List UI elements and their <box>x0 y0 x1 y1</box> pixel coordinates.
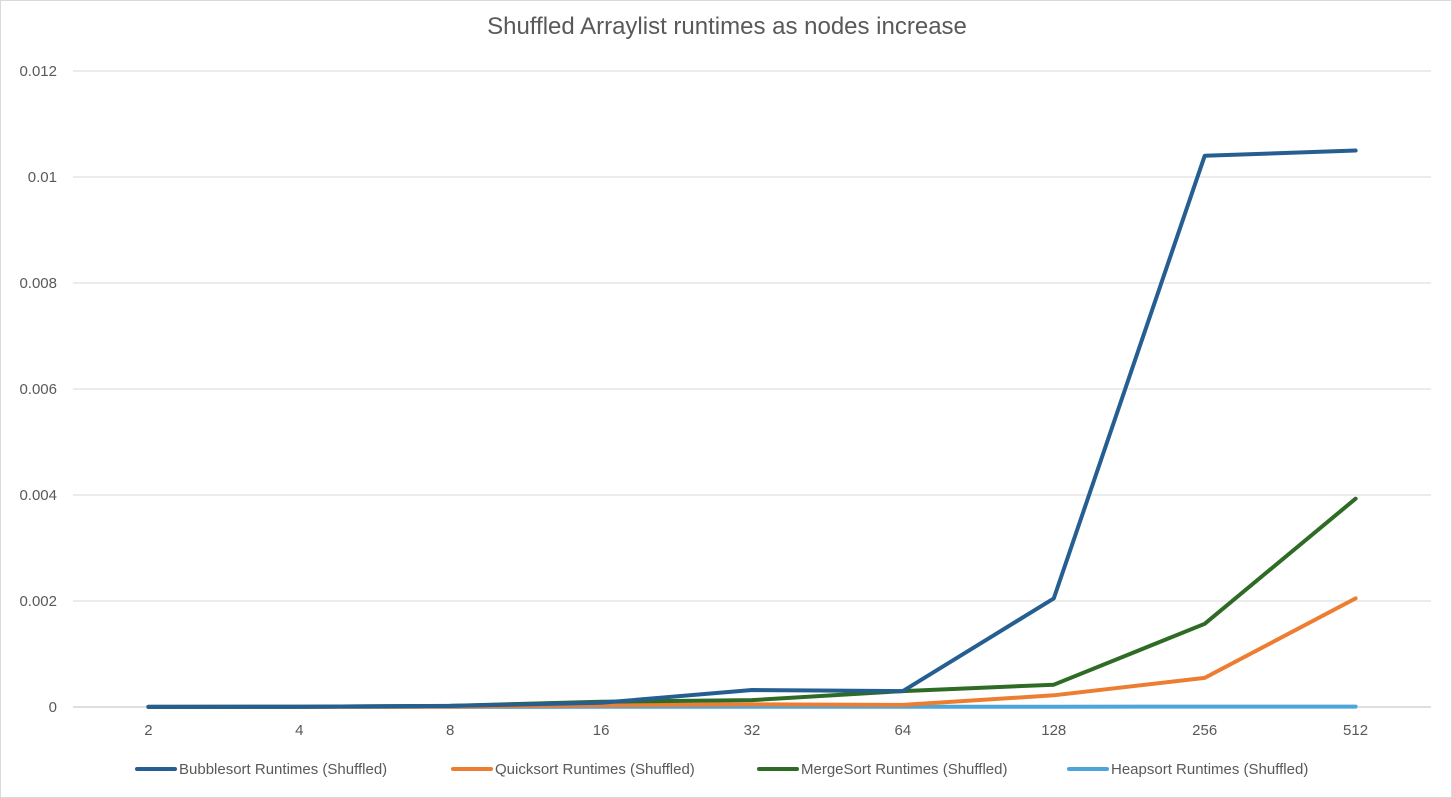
y-tick-label: 0.006 <box>19 381 57 398</box>
y-tick-label: 0.004 <box>19 487 57 504</box>
gridlines <box>73 70 1431 602</box>
x-tick-label: 128 <box>1041 722 1066 739</box>
legend-label: Quicksort Runtimes (Shuffled) <box>495 761 695 778</box>
x-tick-label: 64 <box>895 722 912 739</box>
legend-item: Heapsort Runtimes (Shuffled) <box>1067 761 1308 778</box>
series-line-bubblesort <box>146 148 1358 709</box>
x-tick-label: 32 <box>744 722 761 739</box>
legend-label: MergeSort Runtimes (Shuffled) <box>801 761 1007 778</box>
legend-label: Heapsort Runtimes (Shuffled) <box>1111 761 1308 778</box>
x-tick-label: 8 <box>446 722 454 739</box>
legend-label: Bubblesort Runtimes (Shuffled) <box>179 761 387 778</box>
legend: Bubblesort Runtimes (Shuffled) Quicksort … <box>135 761 1308 778</box>
series-lines <box>146 148 1358 709</box>
x-tick-label: 4 <box>295 722 303 739</box>
legend-item: MergeSort Runtimes (Shuffled) <box>757 761 1007 778</box>
y-tick-label: 0.008 <box>19 275 57 292</box>
chart-title: Shuffled Arraylist runtimes as nodes inc… <box>487 13 967 40</box>
x-tick-label: 16 <box>593 722 610 739</box>
y-tick-label: 0.012 <box>19 63 57 80</box>
legend-item: Quicksort Runtimes (Shuffled) <box>451 761 695 778</box>
y-axis-tick-labels: 0 0.002 0.004 0.006 0.008 0.01 0.012 <box>19 63 57 716</box>
y-tick-label: 0.002 <box>19 593 57 610</box>
x-tick-label: 256 <box>1192 722 1217 739</box>
y-tick-label: 0.01 <box>28 169 57 186</box>
y-tick-label: 0 <box>49 699 57 716</box>
legend-item: Bubblesort Runtimes (Shuffled) <box>135 761 387 778</box>
x-tick-label: 2 <box>144 722 152 739</box>
series-line-mergesort <box>146 496 1358 709</box>
x-tick-label: 512 <box>1343 722 1368 739</box>
x-axis-tick-labels: 2 4 8 16 32 64 128 256 512 <box>144 722 1368 739</box>
